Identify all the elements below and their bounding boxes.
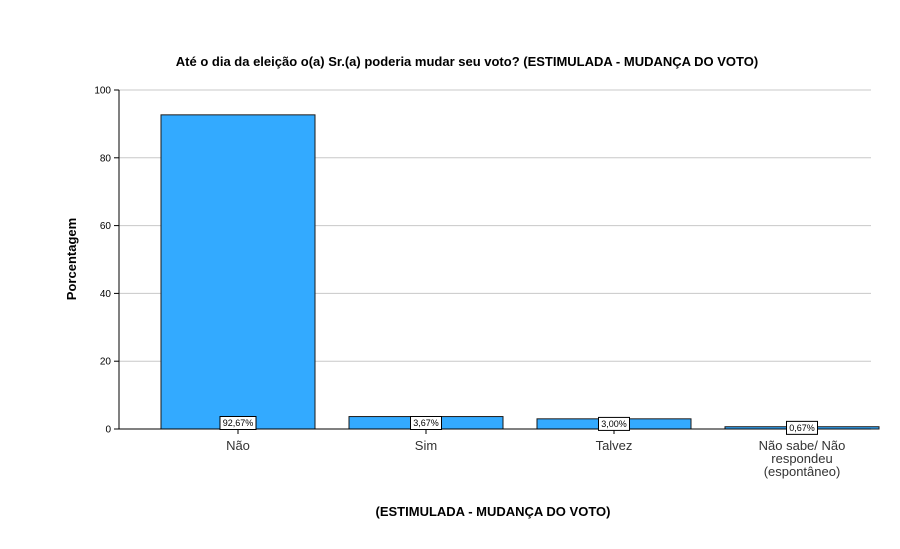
- data-label: 3,00%: [598, 416, 630, 431]
- bar: [160, 114, 316, 430]
- data-label-box: [598, 416, 630, 431]
- data-label-text: 92,67%: [223, 418, 254, 428]
- y-axis: 0 20 40 60 80 100: [94, 86, 120, 436]
- data-label-box: [410, 416, 442, 430]
- x-tick-label: Não: [226, 438, 250, 453]
- x-axis-title: (ESTIMULADA - MUDANÇA DO VOTO): [376, 504, 611, 519]
- y-tick-label: 40: [100, 289, 112, 300]
- x-tick-label: Não sabe/ Não respondeu (espontâneo): [759, 438, 846, 479]
- x-tick-label: Sim: [415, 438, 437, 453]
- y-axis-title: Porcentagem: [64, 218, 79, 300]
- x-tick-label: Talvez: [596, 438, 633, 453]
- data-label-text: 3,00%: [601, 419, 627, 429]
- data-label: 92,67%: [219, 416, 257, 430]
- data-label: 3,67%: [410, 416, 442, 430]
- data-label-text: 0,67%: [789, 423, 815, 433]
- data-label-text: 3,67%: [413, 418, 439, 428]
- data-label: 0,67%: [786, 420, 818, 435]
- data-label-box: [786, 420, 818, 435]
- data-label-box: [219, 416, 257, 430]
- y-tick-label: 20: [100, 357, 112, 368]
- x-axis: Não Sim Talvez Não sabe/ Não respondeu (espon…: [119, 428, 871, 479]
- y-tick-label: 0: [105, 425, 111, 436]
- y-tick-label: 60: [100, 221, 112, 232]
- y-tick-label: 80: [100, 153, 112, 164]
- data-labels: 92,67% 3,67% 3,00% 0,67%: [219, 416, 818, 435]
- chart-title: Até o dia da eleição o(a) Sr.(a) poderia…: [176, 54, 758, 69]
- y-tick-label: 100: [94, 86, 111, 97]
- bars: [160, 114, 880, 430]
